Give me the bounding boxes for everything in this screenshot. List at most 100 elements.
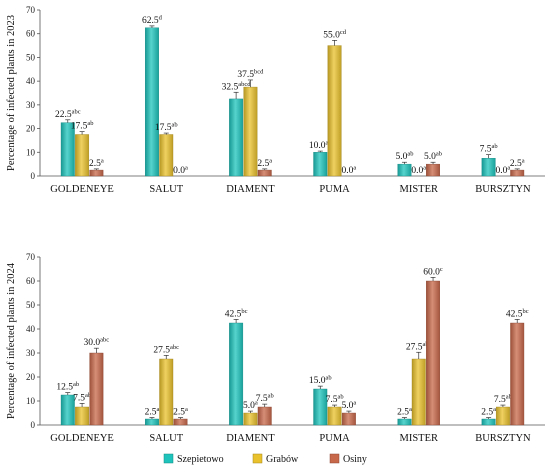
x-tick-label: MISTER [399, 433, 438, 444]
data-label: 42.5bc [506, 308, 529, 320]
data-label: 22.5abc [55, 108, 81, 120]
bar [510, 322, 525, 426]
data-label: 5.0a [342, 400, 357, 412]
data-label: 0.0a [342, 165, 357, 177]
data-label: 2.5a [173, 406, 188, 418]
legend-swatch [163, 453, 174, 464]
data-label: 7.5ab [494, 394, 512, 406]
bar [341, 412, 356, 426]
data-label: 60.0c [423, 266, 443, 278]
data-label: 42.5bc [225, 308, 248, 320]
y-tick-label: 20 [26, 372, 36, 382]
data-label: 2.5a [145, 406, 160, 418]
data-label: 0.0a [496, 165, 511, 177]
data-label: 7.5ab [480, 143, 498, 155]
bar [243, 412, 258, 426]
bar [75, 406, 90, 426]
legend-swatch [252, 453, 263, 464]
bar [327, 45, 342, 177]
data-label: 7.5ab [73, 392, 91, 404]
bar [397, 163, 412, 177]
bar [229, 322, 244, 426]
y-tick-label: 20 [26, 124, 36, 134]
data-label: 17.5ab [71, 120, 94, 132]
y-axis-label: Percentage of infected plants in 2024 [6, 262, 17, 419]
data-label: 2.5a [510, 157, 525, 169]
x-tick-label: GOLDENEYE [50, 184, 114, 195]
data-label: 5.0ab [395, 151, 413, 163]
bar [397, 418, 412, 426]
y-tick-label: 40 [26, 76, 36, 86]
data-label: 0.0a [173, 165, 188, 177]
y-tick-label: 30 [26, 100, 36, 110]
data-label: 27.5abc [153, 344, 179, 356]
data-label: 15.0ab [309, 375, 332, 387]
bar [481, 158, 496, 177]
y-tick-label: 10 [26, 396, 36, 406]
data-label: 5.0a [243, 400, 258, 412]
bar [481, 418, 496, 426]
x-tick-label: MISTER [399, 184, 438, 195]
bar [159, 134, 174, 177]
legend-swatch [329, 453, 340, 464]
data-label: 32.5abcd [222, 81, 252, 93]
bar [89, 169, 104, 177]
legend-label: Osiny [343, 454, 367, 465]
y-axis-label: Percentage of infected plants in 2023 [6, 15, 17, 171]
bar [257, 406, 272, 426]
chart-2: 0 10 20 30 40 50 60 70 Percentage of infected pl… [6, 252, 545, 444]
y-tick-label: 60 [26, 29, 36, 39]
y-tick-label: 40 [26, 324, 36, 334]
data-label: 62.5d [142, 14, 163, 26]
legend: Szepietowo Grabów Osiny [163, 453, 367, 465]
bar [89, 352, 104, 426]
y-tick-label: 70 [26, 5, 36, 15]
data-label: 30.0abc [84, 337, 110, 349]
bar [144, 27, 159, 177]
x-tick-label: BURSZTYN [475, 433, 531, 444]
bar [229, 98, 244, 177]
bar [257, 169, 272, 177]
y-tick-label: 50 [26, 300, 36, 310]
bar [173, 418, 188, 426]
x-tick-label: GOLDENEYE [50, 433, 114, 444]
bar [75, 134, 90, 177]
x-tick-label: DIAMENT [226, 433, 275, 444]
bar [327, 406, 342, 426]
x-tick-label: DIAMENT [226, 184, 275, 195]
x-tick-label: BURSZTYN [475, 184, 531, 195]
bar [426, 163, 440, 177]
data-label: 2.5a [89, 157, 104, 169]
data-label: 7.5ab [256, 393, 274, 405]
legend-label: Grabów [266, 454, 299, 465]
y-tick-label: 10 [26, 147, 36, 157]
bar [426, 280, 440, 426]
y-tick-label: 70 [26, 252, 36, 262]
y-tick-label: 0 [31, 420, 36, 430]
data-label: 2.5a [481, 406, 496, 418]
bar [510, 169, 525, 177]
bar [313, 152, 328, 177]
x-tick-label: PUMA [319, 433, 350, 444]
x-tick-label: SALUT [149, 433, 183, 444]
data-label: 37.5bcd [237, 68, 264, 80]
bar [411, 358, 426, 426]
y-tick-label: 60 [26, 276, 36, 286]
data-label: 55.0cd [323, 29, 347, 41]
x-tick-label: SALUT [149, 184, 183, 195]
y-tick-label: 0 [31, 171, 36, 181]
legend-label: Szepietowo [177, 454, 224, 465]
bar [159, 358, 174, 426]
data-label: 17.5ab [155, 122, 178, 134]
data-label: 7.5ab [326, 394, 344, 406]
bar [243, 86, 258, 177]
data-label: 0.0a [411, 165, 426, 177]
data-label: 2.5a [257, 157, 272, 169]
bar [495, 406, 510, 426]
data-label: 5.0ab [424, 151, 442, 163]
data-label: 12.5ab [56, 381, 79, 393]
chart-1: 0 10 20 30 40 50 60 70 Percentage of infected pl… [6, 5, 545, 195]
y-tick-label: 50 [26, 52, 36, 62]
y-tick-label: 30 [26, 348, 36, 358]
